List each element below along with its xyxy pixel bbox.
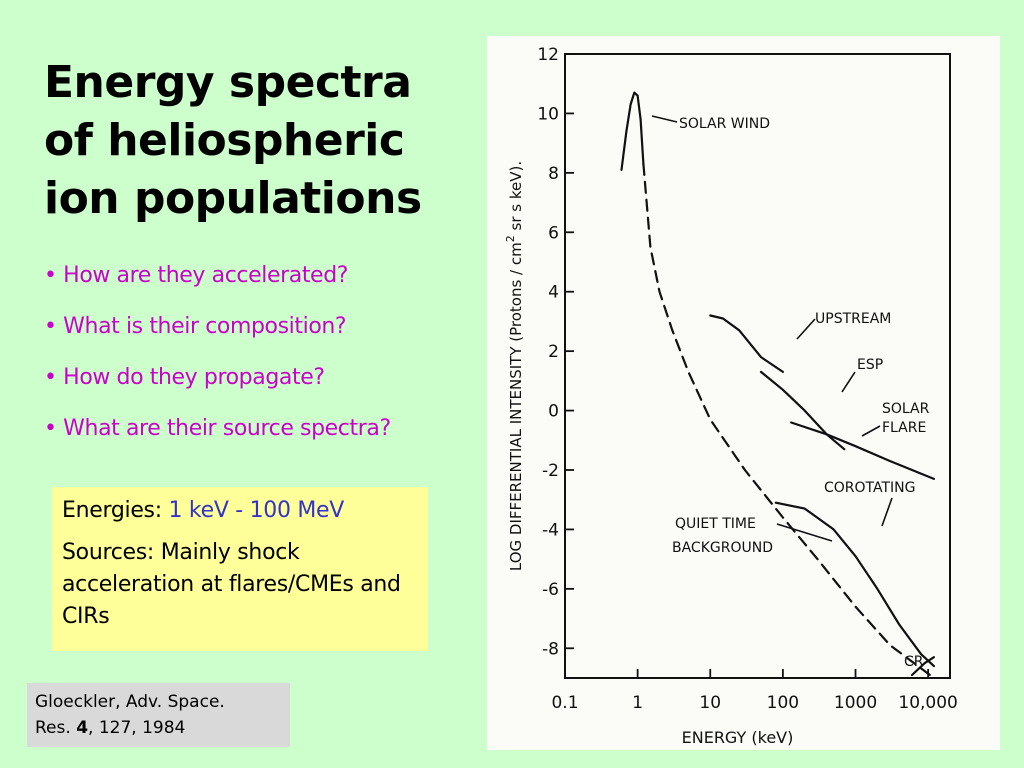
- y-tick-label: 12: [537, 45, 559, 65]
- y-tick-label: 8: [548, 164, 559, 184]
- y-tick-label: 10: [537, 104, 559, 124]
- series-cr: [910, 656, 935, 677]
- sources-text: Sources: Mainly shock acceleration at fl…: [62, 540, 401, 629]
- title-line-1: Energy spectra: [44, 57, 412, 108]
- citation-rest: , 127, 1984: [88, 718, 186, 738]
- series-solar-wind: [620, 91, 645, 171]
- x-axis-label: ENERGY (keV): [682, 728, 794, 747]
- y-tick-label: 0: [548, 402, 559, 422]
- slide-title: Energy spectra of heliospheric ion popul…: [44, 54, 474, 228]
- x-tick-label: 1: [632, 693, 643, 713]
- annotation-arrow: [861, 425, 881, 437]
- series-quiet-time-background: [642, 162, 935, 680]
- annotation-cr: CR: [904, 654, 924, 670]
- y-label-part: sr s keV).: [507, 161, 525, 235]
- y-tick-label: 4: [548, 283, 559, 303]
- annotation-flare: FLARE: [882, 420, 926, 436]
- x-tick-label: 0.1: [551, 693, 578, 713]
- plot-frame: [564, 53, 951, 679]
- annotation-arrow: [776, 523, 833, 542]
- x-tick-label: 100: [767, 693, 799, 713]
- citation-line-2: Res. 4, 127, 1984: [35, 715, 282, 741]
- bullet-item: • What are their source spectra?: [44, 416, 391, 441]
- y-axis-label: LOG DIFFERENTIAL INTENSITY (Protons / cm…: [504, 161, 525, 571]
- x-tick-label: 1000: [834, 693, 877, 713]
- citation-res: Res.: [35, 718, 71, 738]
- series-esp: [759, 370, 846, 451]
- y-tick-label: -4: [542, 520, 559, 540]
- citation-box: Gloeckler, Adv. Space. Res. 4, 127, 1984: [27, 683, 290, 747]
- y-tick-label: -8: [542, 639, 559, 659]
- series-upstream: [709, 314, 784, 373]
- question-list: • How are they accelerated? • What is th…: [44, 264, 484, 468]
- summary-box: Energies: 1 keV - 100 MeV Sources: Mainl…: [52, 487, 428, 651]
- title-line-3: ion populations: [44, 173, 422, 224]
- annotation-solar: SOLAR: [882, 401, 930, 417]
- annotation-background: BACKGROUND: [672, 540, 773, 556]
- annotation-arrow: [796, 318, 816, 340]
- series-corotating: [774, 501, 935, 668]
- annotation-solar-wind: SOLAR WIND: [679, 116, 770, 132]
- y-tick-label: -6: [542, 580, 559, 600]
- y-label-part: LOG DIFFERENTIAL INTENSITY (Protons / cm: [507, 242, 525, 571]
- x-tick-label: 10,000: [898, 693, 957, 713]
- title-line-2: of heliospheric: [44, 115, 405, 166]
- bullet-item: • What is their composition?: [44, 314, 347, 339]
- energies-value: 1 keV - 100 MeV: [168, 498, 345, 523]
- annotation-arrow: [841, 371, 856, 393]
- spectra-figure: 12 10 8 6 4 2 0 -2 -4 -6 -8 0.1 1 10 100 1000 10,000 ENER…: [487, 36, 1000, 750]
- y-tick-label: 2: [548, 342, 559, 362]
- spectra-chart: 12 10 8 6 4 2 0 -2 -4 -6 -8 0.1 1 10 100 1000 10,000 ENER…: [504, 45, 958, 747]
- citation-volume: 4: [76, 718, 89, 738]
- annotation-quiet-time: QUIET TIME: [675, 516, 756, 532]
- bullet-item: • How do they propagate?: [44, 365, 325, 390]
- annotation-corotating: COROTATING: [824, 480, 916, 496]
- energies-label: Energies:: [62, 498, 162, 523]
- y-tick-label: -2: [542, 461, 559, 481]
- annotation-esp: ESP: [857, 357, 883, 373]
- annotation-upstream: UPSTREAM: [815, 311, 891, 327]
- annotation-arrow: [651, 115, 678, 123]
- series-solar-flare: [790, 421, 935, 480]
- y-tick-label: 6: [548, 223, 559, 243]
- y-label-superscript: 2: [504, 235, 517, 242]
- x-tick-label: 10: [699, 693, 721, 713]
- annotation-arrow: [881, 497, 893, 527]
- bullet-item: • How are they accelerated?: [44, 263, 349, 288]
- energies-line: Energies: 1 keV - 100 MeV: [62, 495, 418, 527]
- citation-line-1: Gloeckler, Adv. Space.: [35, 692, 225, 712]
